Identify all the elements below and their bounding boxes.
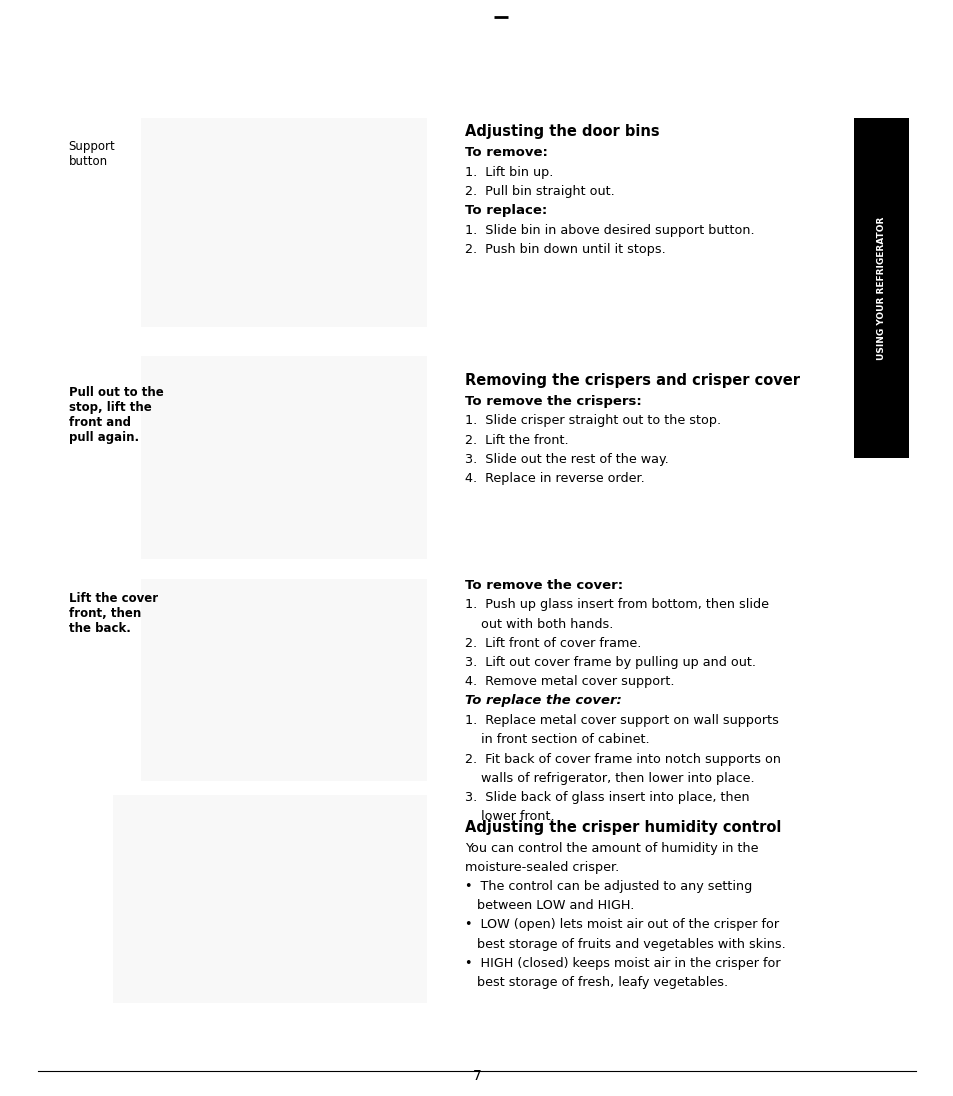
Text: 1.  Slide crisper straight out to the stop.: 1. Slide crisper straight out to the sto… bbox=[464, 414, 720, 427]
Text: To remove the crispers:: To remove the crispers: bbox=[464, 395, 640, 408]
Text: To remove:: To remove: bbox=[464, 146, 547, 159]
Bar bbox=[853, 118, 908, 458]
Text: 2.  Lift the front.: 2. Lift the front. bbox=[464, 434, 568, 446]
Text: walls of refrigerator, then lower into place.: walls of refrigerator, then lower into p… bbox=[464, 772, 754, 785]
Text: 7: 7 bbox=[472, 1069, 481, 1083]
Text: Removing the crispers and crisper cover: Removing the crispers and crisper cover bbox=[464, 373, 799, 388]
Text: moisture-sealed crisper.: moisture-sealed crisper. bbox=[464, 860, 618, 874]
Text: 2.  Lift front of cover frame.: 2. Lift front of cover frame. bbox=[464, 637, 640, 650]
Text: Lift the cover
front, then
the back.: Lift the cover front, then the back. bbox=[69, 592, 157, 635]
Text: 2.  Pull bin straight out.: 2. Pull bin straight out. bbox=[464, 185, 614, 197]
Text: •  HIGH (closed) keeps moist air in the crisper for: • HIGH (closed) keeps moist air in the c… bbox=[464, 957, 780, 970]
Text: USING YOUR REFRIGERATOR: USING YOUR REFRIGERATOR bbox=[876, 217, 885, 359]
Text: best storage of fruits and vegetables with skins.: best storage of fruits and vegetables wi… bbox=[464, 937, 784, 950]
Text: Adjusting the crisper humidity control: Adjusting the crisper humidity control bbox=[464, 820, 781, 835]
Text: 4.  Replace in reverse order.: 4. Replace in reverse order. bbox=[464, 472, 643, 484]
Bar bbox=[141, 118, 427, 327]
Text: 1.  Slide bin in above desired support button.: 1. Slide bin in above desired support bu… bbox=[464, 224, 754, 237]
Text: 3.  Slide out the rest of the way.: 3. Slide out the rest of the way. bbox=[464, 453, 668, 466]
Text: You can control the amount of humidity in the: You can control the amount of humidity i… bbox=[464, 842, 758, 855]
Text: out with both hands.: out with both hands. bbox=[464, 618, 613, 630]
Text: 1.  Push up glass insert from bottom, then slide: 1. Push up glass insert from bottom, the… bbox=[464, 598, 768, 612]
Bar bbox=[141, 356, 427, 559]
Text: 1.  Replace metal cover support on wall supports: 1. Replace metal cover support on wall s… bbox=[464, 715, 778, 728]
Bar bbox=[141, 579, 427, 781]
Text: •  The control can be adjusted to any setting: • The control can be adjusted to any set… bbox=[464, 880, 751, 893]
Text: lower front.: lower front. bbox=[464, 810, 554, 823]
Text: 3.  Lift out cover frame by pulling up and out.: 3. Lift out cover frame by pulling up an… bbox=[464, 657, 755, 669]
Text: Support
button: Support button bbox=[69, 140, 115, 169]
Text: To replace the cover:: To replace the cover: bbox=[464, 695, 620, 707]
Text: 1.  Lift bin up.: 1. Lift bin up. bbox=[464, 165, 553, 179]
Text: To remove the cover:: To remove the cover: bbox=[464, 579, 622, 592]
Text: best storage of fresh, leafy vegetables.: best storage of fresh, leafy vegetables. bbox=[464, 975, 727, 989]
Text: 2.  Fit back of cover frame into notch supports on: 2. Fit back of cover frame into notch su… bbox=[464, 753, 780, 766]
Text: in front section of cabinet.: in front section of cabinet. bbox=[464, 733, 649, 746]
Text: between LOW and HIGH.: between LOW and HIGH. bbox=[464, 899, 634, 912]
Text: •  LOW (open) lets moist air out of the crisper for: • LOW (open) lets moist air out of the c… bbox=[464, 918, 778, 932]
Bar bbox=[112, 795, 427, 1003]
Text: 3.  Slide back of glass insert into place, then: 3. Slide back of glass insert into place… bbox=[464, 791, 748, 804]
Text: Adjusting the door bins: Adjusting the door bins bbox=[464, 124, 659, 139]
Text: Pull out to the
stop, lift the
front and
pull again.: Pull out to the stop, lift the front and… bbox=[69, 386, 163, 444]
Text: 2.  Push bin down until it stops.: 2. Push bin down until it stops. bbox=[464, 243, 664, 255]
Text: To replace:: To replace: bbox=[464, 204, 546, 217]
Text: 4.  Remove metal cover support.: 4. Remove metal cover support. bbox=[464, 675, 674, 688]
